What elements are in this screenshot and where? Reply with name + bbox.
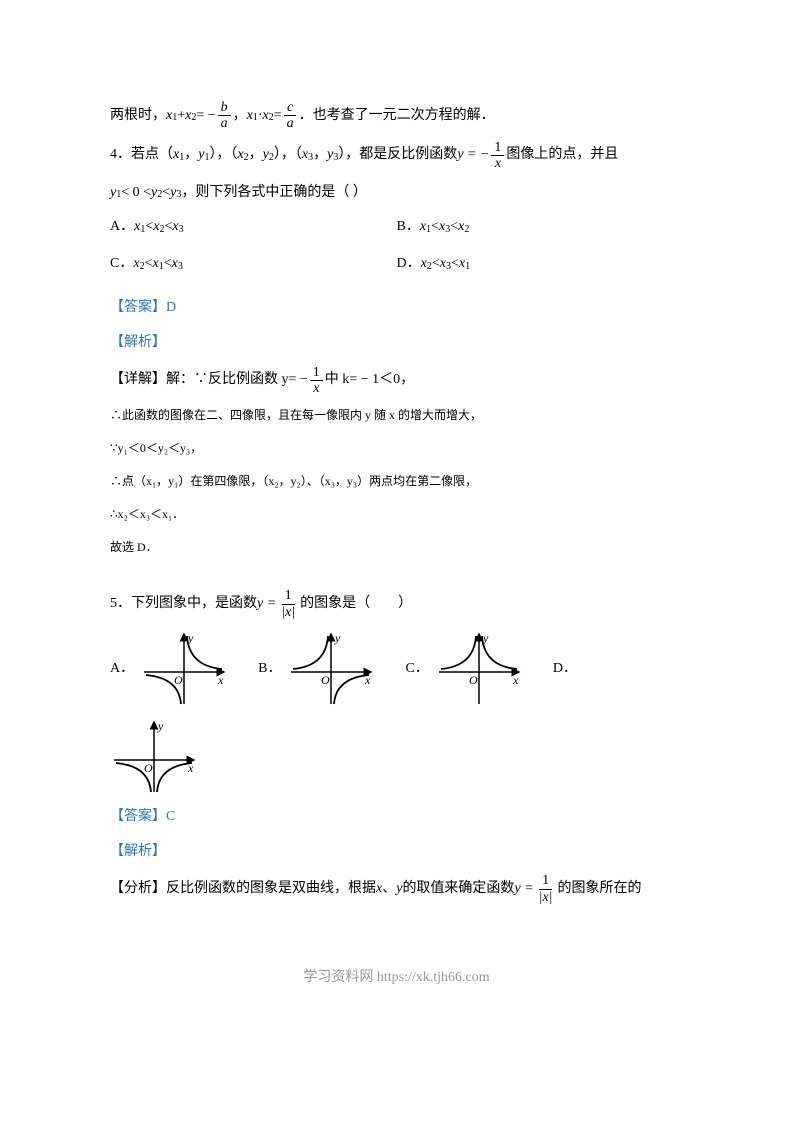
svg-text:x: x xyxy=(364,673,371,687)
q4-detail: 【详解】解：∵反比例函数 y= − 1x 中 k= − 1＜0， xyxy=(110,365,683,397)
graph-d: y x O xyxy=(110,718,198,796)
graph-b: y x O xyxy=(287,630,375,708)
svg-text:y: y xyxy=(157,719,164,733)
q5-answer: 【答案】C xyxy=(110,804,683,831)
frac-b-a: ba xyxy=(218,100,231,132)
q5-stem: 5． 下列图象中，是函数 y = 1|x| 的图象是（ ） xyxy=(110,588,683,620)
graph-c: y x O xyxy=(435,630,523,708)
q4-opt-d: D． x2 < x3 < x1 xyxy=(397,251,684,278)
svg-text:x: x xyxy=(187,761,194,775)
svg-text:O: O xyxy=(144,761,153,775)
svg-text:x: x xyxy=(512,673,519,687)
q4-l1: ∴此函数的图像在二、四像限，且在每一像限内 y 随 x 的增大而增大， xyxy=(110,404,683,427)
page-footer: 学习资料网 https://xk.tjh66.com xyxy=(110,965,683,992)
q4-choices: A． x1 < x2 < x3 B． x1 < x3 < x2 C． x2 < … xyxy=(110,214,683,287)
q4-l5: 故选 D． xyxy=(110,536,683,559)
frac-c-a: ca xyxy=(284,100,297,132)
intro-line: 两根时， x1 + x2 = − ba ， x1 · x2 = ca ．也考查了… xyxy=(110,100,683,132)
q4-opt-c: C． x2 < x1 < x3 xyxy=(110,251,397,278)
q5-opt-d-label: D． xyxy=(553,656,577,683)
q5-opt-b: B． y x O xyxy=(258,630,375,708)
q4-l3: ∴点（x₁，y₁）在第四像限，（x₂，y₂）、（x₃，y₃）两点均在第二像限， xyxy=(110,470,683,493)
q5-analysis: 【解析】 xyxy=(110,839,683,866)
q4-analysis: 【解析】 xyxy=(110,330,683,357)
svg-text:y: y xyxy=(334,631,341,645)
svg-text:x: x xyxy=(217,673,224,687)
svg-text:O: O xyxy=(469,673,478,687)
q4-stem-1: 4． 若点（ x1 ， y1 ），（ x2 ， y2 ），（ x3 ， y3 ）… xyxy=(110,140,683,172)
q5-opt-c: C． y x O xyxy=(405,630,522,708)
svg-text:O: O xyxy=(321,673,330,687)
q4-l4: ∴x₂＜x₃＜x₁． xyxy=(110,503,683,526)
graph-a: y x O xyxy=(140,630,228,708)
svg-text:O: O xyxy=(174,673,183,687)
q5-opt-d: y x O xyxy=(110,718,683,796)
q5-options-row: A． y x O B． y x O C． y xyxy=(110,630,683,708)
q5-opt-a: A． y x O xyxy=(110,630,228,708)
q4-stem-2: y1 < 0 < y2 < y3 ，则下列各式中正确的是（ ） xyxy=(110,180,683,207)
intro-prefix: 两根时， xyxy=(110,103,166,130)
q4-answer: 【答案】D xyxy=(110,295,683,322)
q5-fx: 【分析】反比例函数的图象是双曲线，根据 x 、 y 的取值来确定函数 y = 1… xyxy=(110,873,683,905)
svg-text:y: y xyxy=(187,631,194,645)
svg-text:y: y xyxy=(482,631,489,645)
q4-opt-b: B． x1 < x3 < x2 xyxy=(397,214,684,241)
q4-opt-a: A． x1 < x2 < x3 xyxy=(110,214,397,241)
q4-l2: ∵y₁＜0＜y₂＜y₃， xyxy=(110,437,683,460)
